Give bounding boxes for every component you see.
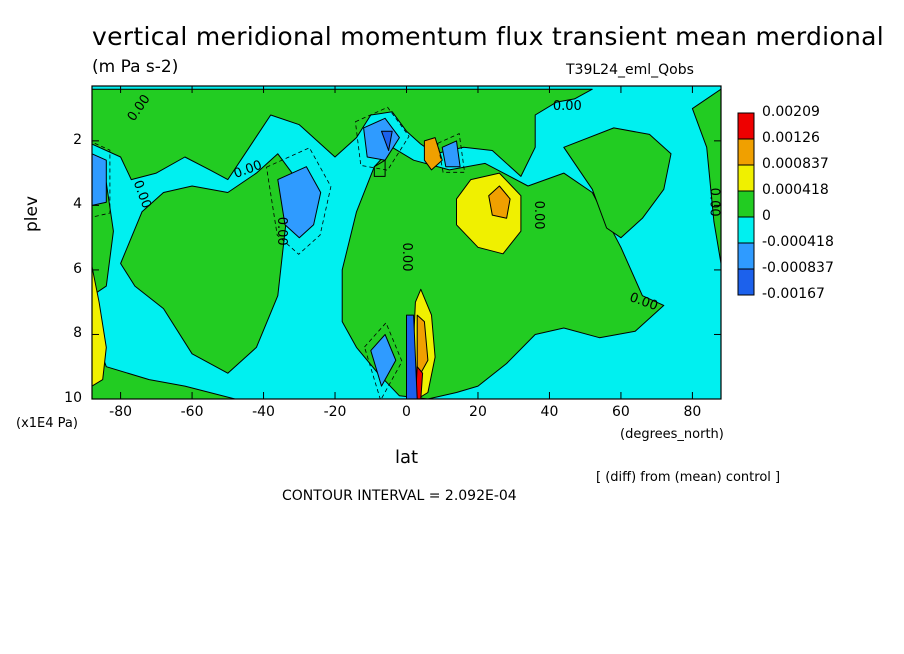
legend-level-label: -0.00167 <box>762 286 825 302</box>
contour-region-blue1-16 <box>441 140 461 168</box>
contour-region-yellow-9 <box>92 266 107 387</box>
legend-level-label: 0.00126 <box>762 130 820 146</box>
contour-region-blue1-17 <box>92 153 107 206</box>
diff-note: [ (diff) from (mean) control ] <box>596 470 781 485</box>
x-tick-label: -20 <box>323 404 347 420</box>
dashed-contour-0 <box>266 147 332 255</box>
contour-fields: 0.00 0.000.000.000.000.000.00 0.000.00 <box>92 86 721 399</box>
y-tick-label: 2 <box>73 131 82 148</box>
x-tick-label: -40 <box>252 404 275 420</box>
dashed-contour-3 <box>92 141 111 218</box>
run-name: T39L24_eml_Qobs <box>566 62 694 78</box>
y-tick-label: 10 <box>64 390 82 406</box>
contour-region-blue2-19 <box>381 130 393 151</box>
contour-region-green-21 <box>373 159 386 177</box>
legend-level-label: -0.000418 <box>762 234 834 250</box>
legend-swatch-2 <box>737 164 755 192</box>
chart-title: vertical meridional momentum flux transi… <box>92 22 885 51</box>
legend-swatch-1 <box>737 138 755 166</box>
y-tick-label: 4 <box>73 196 82 213</box>
legend-level-label: 0.000837 <box>762 156 829 172</box>
x-tick-label: -80 <box>109 404 133 420</box>
legend-swatch-0 <box>737 112 755 140</box>
x-tick-label: 40 <box>540 404 559 420</box>
legend-level-label: 0 <box>762 208 771 224</box>
legend-level-label: 0.00209 <box>762 104 820 120</box>
contour-label-5: 0.00 <box>399 243 414 272</box>
contour-region-blue1-15 <box>363 117 400 161</box>
dashed-contour-2 <box>437 133 466 173</box>
contour-region-blue1-18 <box>370 334 397 387</box>
legend-swatch-3 <box>737 190 755 218</box>
x-axis-label: lat <box>395 447 419 468</box>
contour-label-6: 0.00 <box>531 201 546 230</box>
x-axis-unit: (degrees_north) <box>620 427 724 442</box>
y-axis-unit: (x1E4 Pa) <box>16 416 78 431</box>
x-tick-label: 0 <box>402 404 411 420</box>
x-tick-label: 20 <box>469 404 487 420</box>
contour-label-7: 0.00 <box>706 188 721 217</box>
contour-label-4: 0.00 <box>274 217 289 246</box>
x-tick-label: 80 <box>683 404 702 420</box>
chart-units: (m Pa s-2) <box>92 57 179 77</box>
dashed-contour-1 <box>354 106 410 171</box>
contour-region-green-5 <box>92 327 236 399</box>
y-tick-label: 6 <box>73 260 82 277</box>
legend-level-label: -0.000837 <box>762 260 834 276</box>
contour-label-1: 0.00 <box>553 99 582 114</box>
contour-region-orange-11 <box>423 137 443 171</box>
contour-interval: CONTOUR INTERVAL = 2.092E-04 <box>282 488 517 504</box>
contour-region-blue1-14 <box>277 166 322 239</box>
legend-swatch-6 <box>737 268 755 296</box>
legend-level-label: 0.000418 <box>762 182 829 198</box>
legend-swatch-4 <box>737 216 755 244</box>
legend-swatch-5 <box>737 242 755 270</box>
contour-region-orange-10 <box>488 185 511 219</box>
contour-region-blue2-20 <box>406 314 418 399</box>
x-tick-label: -60 <box>180 404 204 420</box>
contour-region-green-6 <box>691 88 721 264</box>
dashed-contour-4 <box>364 322 403 399</box>
y-tick-label: 8 <box>73 325 82 342</box>
x-tick-label: 60 <box>612 404 630 420</box>
contour-region-orange-12 <box>416 314 429 381</box>
contour-region-green-4 <box>563 127 672 239</box>
